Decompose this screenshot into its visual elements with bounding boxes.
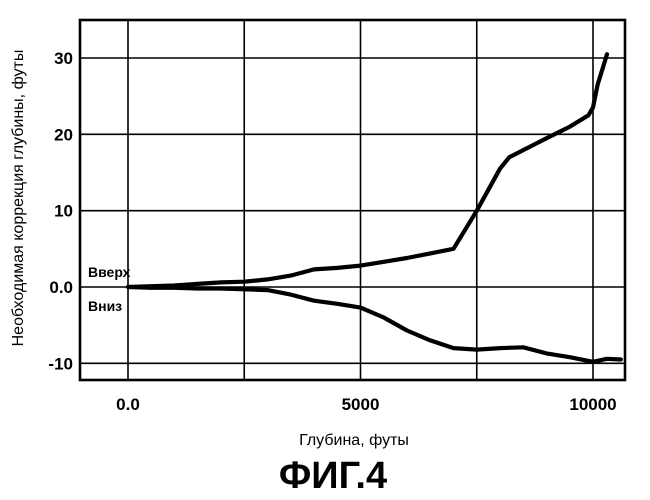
y-tick-label: 0.0: [49, 278, 73, 297]
series-layer: [125, 52, 623, 364]
series-labels: Вверх Вниз: [88, 264, 131, 314]
y-tick-label: 20: [54, 125, 73, 144]
series-label-up: Вверх: [88, 264, 131, 280]
series-label-down: Вниз: [88, 298, 122, 314]
x-axis-label: Глубина, футы: [299, 432, 409, 449]
y-tick-label: -10: [48, 354, 73, 373]
x-tick-label: 0.0: [116, 395, 140, 414]
y-tick-label: 10: [54, 202, 73, 221]
series-line-up: [125, 52, 610, 290]
series-line-down: [125, 284, 623, 364]
figure-caption: ФИГ.4: [279, 455, 387, 497]
y-axis-label: Необходимая коррекция глубины, футы: [10, 50, 27, 347]
tick-labels: 30 20 10 0.0 -10 0.0 5000 10000: [48, 49, 616, 414]
x-tick-label: 5000: [342, 395, 380, 414]
x-tick-label: 10000: [569, 395, 616, 414]
grid: [80, 20, 625, 380]
y-tick-label: 30: [54, 49, 73, 68]
plot-frame: [78, 18, 627, 382]
